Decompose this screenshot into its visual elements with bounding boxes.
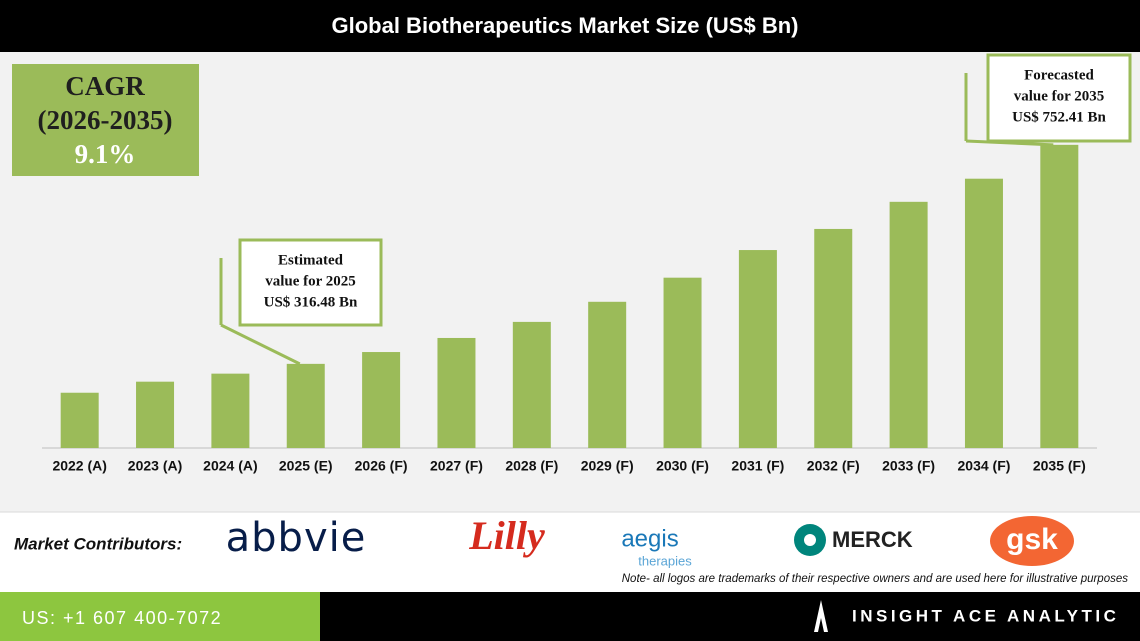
cagr-label: CAGR: [65, 71, 145, 101]
footer-bar: [320, 592, 1140, 641]
x-tick-label: 2025 (E): [279, 458, 333, 474]
logo: aegis: [621, 525, 678, 552]
logo-mark: [990, 516, 1074, 566]
contributors-label: Market Contributors:: [14, 534, 182, 553]
x-tick-label: 2022 (A): [52, 458, 106, 474]
bar: [588, 301, 627, 448]
title-bar: [0, 0, 1140, 52]
bar: [889, 201, 928, 448]
logo: MERCK: [832, 527, 913, 552]
footer-phone-box: [0, 592, 320, 641]
logo: gsk: [1006, 523, 1058, 556]
cagr-value: 9.1%: [75, 139, 136, 169]
bar: [1040, 144, 1079, 448]
footer-brand: INSIGHT ACE ANALYTIC: [852, 606, 1119, 625]
x-tick-label: 2034 (F): [958, 458, 1011, 474]
cagr-box: [12, 64, 199, 176]
footer-phone: US: +1 607 400-7072: [22, 608, 222, 628]
x-tick-label: 2030 (F): [656, 458, 709, 474]
cagr-period: (2026-2035): [38, 105, 173, 135]
chart-title: Global Biotherapeutics Market Size (US$ …: [332, 13, 799, 38]
note: Note- all logos are trademarks of their …: [622, 573, 1128, 585]
x-tick-label: 2024 (A): [203, 458, 257, 474]
bar: [136, 381, 175, 448]
x-tick-label: 2031 (F): [731, 458, 784, 474]
bar: [663, 277, 702, 448]
bar: [60, 392, 99, 448]
x-tick-label: 2032 (F): [807, 458, 860, 474]
leader-line: [220, 323, 301, 366]
callout-text: Forecasted: [1024, 67, 1094, 83]
x-tick-label: 2033 (F): [882, 458, 935, 474]
logo-mark: [804, 534, 816, 546]
callout-text: Estimated: [278, 252, 344, 268]
callout-text: US$ 316.48 Bn: [264, 294, 358, 310]
callout-text: US$ 752.41 Bn: [1012, 109, 1106, 125]
x-tick-label: 2027 (F): [430, 458, 483, 474]
bar: [362, 352, 401, 448]
logo: therapies: [638, 553, 692, 568]
bar: [512, 321, 551, 448]
callout-box: [238, 238, 383, 327]
callout-text: value for 2035: [1014, 88, 1105, 104]
bar: [964, 178, 1003, 448]
bar: [437, 337, 476, 448]
x-tick-label: 2035 (F): [1033, 458, 1086, 474]
callout-text: value for 2025: [265, 273, 356, 289]
logo: abbvie: [226, 515, 367, 561]
x-tick-label: 2028 (F): [505, 458, 558, 474]
bar: [286, 363, 325, 448]
bar: [738, 250, 777, 448]
brand-icon: [814, 600, 828, 632]
x-tick-label: 2026 (F): [355, 458, 408, 474]
bar: [814, 228, 853, 448]
x-tick-label: 2023 (A): [128, 458, 182, 474]
leader-line: [965, 139, 1054, 147]
logo: Lilly: [468, 513, 545, 558]
bar: [211, 373, 250, 448]
x-tick-label: 2029 (F): [581, 458, 634, 474]
callout-box: [986, 53, 1132, 143]
